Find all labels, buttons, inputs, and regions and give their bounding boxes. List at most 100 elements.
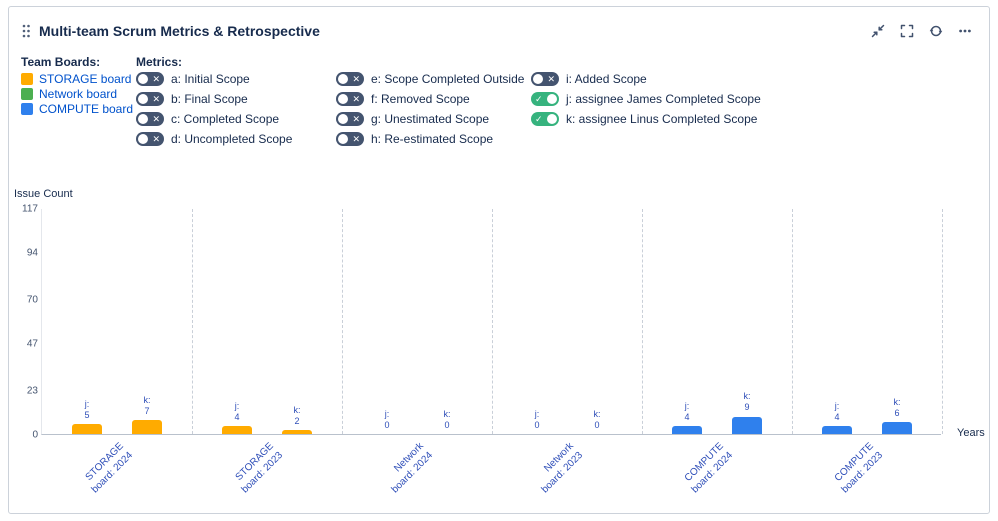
metric-toggle-d[interactable]: ✕ xyxy=(136,132,164,146)
bar-k-6[interactable] xyxy=(882,422,912,434)
header-actions xyxy=(868,21,975,41)
metric-label: h: Re-estimated Scope xyxy=(371,132,494,146)
metric-row: ✕ d: Uncompleted Scope xyxy=(136,131,292,147)
bar-value-label: k: 0 xyxy=(443,408,451,430)
x-category-label-text: COMPUTE board: 2024 xyxy=(682,440,735,496)
metric-row: ✕ c: Completed Scope xyxy=(136,111,292,127)
metric-label: i: Added Scope xyxy=(566,72,647,86)
gridline xyxy=(642,209,643,434)
drag-handle-icon[interactable] xyxy=(21,23,31,39)
metric-toggle-b[interactable]: ✕ xyxy=(136,92,164,106)
x-axis-title: Years xyxy=(957,427,985,439)
metric-label: e: Scope Completed Outside xyxy=(371,72,525,86)
bar-j-6[interactable] xyxy=(822,426,852,434)
refresh-icon[interactable] xyxy=(926,21,946,41)
gridline xyxy=(492,209,493,434)
bar-value-label: k: 7 xyxy=(143,394,151,417)
bar-value-label: k: 0 xyxy=(593,408,601,430)
team-boards-section: Team Boards: STORAGE board Network board C… xyxy=(21,55,133,116)
toggle-knob xyxy=(138,134,148,144)
toggle-knob xyxy=(338,134,348,144)
metric-label: a: Initial Scope xyxy=(171,72,250,86)
x-category-label-text: Network board: 2024 xyxy=(389,440,435,496)
metrics-label: Metrics: xyxy=(136,55,183,69)
y-tick-label: 70 xyxy=(26,294,38,306)
x-category-label-text: STORAGE board: 2024 xyxy=(83,440,135,496)
toggle-knob xyxy=(138,114,148,124)
cross-icon: ✕ xyxy=(547,74,555,84)
toggle-knob xyxy=(547,114,557,124)
y-tick-label: 117 xyxy=(22,203,38,215)
minimize-icon[interactable] xyxy=(868,21,888,41)
cross-icon: ✕ xyxy=(152,74,160,84)
bar-k-1[interactable] xyxy=(132,420,162,434)
bar-value-label: j: 5 xyxy=(84,398,90,421)
team-boards-legend: STORAGE board Network board COMPUTE board xyxy=(21,71,133,116)
metric-toggle-f[interactable]: ✕ xyxy=(336,92,364,106)
toggle-knob xyxy=(533,74,543,84)
more-options-icon[interactable] xyxy=(955,21,975,41)
gridline xyxy=(342,209,343,434)
gridline xyxy=(942,209,943,434)
fullscreen-icon[interactable] xyxy=(897,21,917,41)
metric-label: j: assignee James Completed Scope xyxy=(566,92,761,106)
metric-toggle-i[interactable]: ✕ xyxy=(531,72,559,86)
dashboard-gadget-card: Multi-team Scrum Metrics & Retrospective xyxy=(8,6,990,514)
metric-toggle-e[interactable]: ✕ xyxy=(336,72,364,86)
metric-row: ✓ k: assignee Linus Completed Scope xyxy=(531,111,761,127)
metric-toggle-k[interactable]: ✓ xyxy=(531,112,559,126)
team-boards-label: Team Boards: xyxy=(21,55,101,69)
y-tick-label: 23 xyxy=(26,385,38,397)
cross-icon: ✕ xyxy=(352,134,360,144)
metrics-section: Metrics: ✕ a: Initial Scope ✕ b: Final Scop… xyxy=(136,55,761,146)
metric-toggle-j[interactable]: ✓ xyxy=(531,92,559,106)
metric-toggle-g[interactable]: ✕ xyxy=(336,112,364,126)
metric-label: d: Uncompleted Scope xyxy=(171,132,293,146)
cross-icon: ✕ xyxy=(352,94,360,104)
y-tick-label: 94 xyxy=(26,247,38,259)
y-tick-label: 47 xyxy=(26,338,38,350)
bar-k-5[interactable] xyxy=(732,416,762,434)
cross-icon: ✕ xyxy=(152,114,160,124)
bar-value-label: k: 9 xyxy=(743,391,751,413)
metric-row: ✕ b: Final Scope xyxy=(136,91,292,107)
metrics-column: ✕ a: Initial Scope ✕ b: Final Scope ✕ c: Comp… xyxy=(136,71,292,151)
bar-j-2[interactable] xyxy=(222,426,252,434)
check-icon: ✓ xyxy=(535,114,543,124)
metric-label: b: Final Scope xyxy=(171,92,248,106)
board-color-swatch xyxy=(21,87,33,100)
bar-value-label: j: 4 xyxy=(834,400,840,423)
gadget-header: Multi-team Scrum Metrics & Retrospective xyxy=(21,20,975,42)
metric-row: ✕ a: Initial Scope xyxy=(136,71,292,87)
bar-value-label: j: 0 xyxy=(534,408,540,430)
cross-icon: ✕ xyxy=(152,94,160,104)
metrics-column: ✕ e: Scope Completed Outside ✕ f: Removed S… xyxy=(336,71,524,151)
x-category-label-text: COMPUTE board: 2023 xyxy=(832,440,885,496)
metric-label: f: Removed Scope xyxy=(371,92,470,106)
bar-chart: 0 23 47 70 94 117 j: 5 j: 4 j: 0 j: 0 j: 4 j: 4 k: 7 k: 2 k: 0 k… xyxy=(22,204,943,495)
metric-toggle-a[interactable]: ✕ xyxy=(136,72,164,86)
bar-value-label: j: 4 xyxy=(234,400,240,423)
gridline xyxy=(792,209,793,434)
team-board-item[interactable]: COMPUTE board xyxy=(21,101,133,116)
team-board-item[interactable]: Network board xyxy=(21,86,133,101)
gridline xyxy=(192,209,193,434)
cross-icon: ✕ xyxy=(352,74,360,84)
metric-toggle-c[interactable]: ✕ xyxy=(136,112,164,126)
board-name: STORAGE board xyxy=(39,71,132,86)
metric-row: ✓ j: assignee James Completed Scope xyxy=(531,91,761,107)
board-color-swatch xyxy=(21,102,33,115)
bar-j-1[interactable] xyxy=(72,424,102,434)
toggle-knob xyxy=(138,74,148,84)
metric-label: c: Completed Scope xyxy=(171,112,280,126)
y-axis-title: Issue Count xyxy=(14,188,73,200)
toggle-knob xyxy=(338,114,348,124)
metric-toggle-h[interactable]: ✕ xyxy=(336,132,364,146)
metric-row: ✕ f: Removed Scope xyxy=(336,91,524,107)
bar-j-5[interactable] xyxy=(672,426,702,434)
metric-label: g: Unestimated Scope xyxy=(371,112,490,126)
bar-k-2[interactable] xyxy=(282,430,312,434)
board-name: COMPUTE board xyxy=(39,101,134,116)
metric-row: ✕ g: Unestimated Scope xyxy=(336,111,524,127)
team-board-item[interactable]: STORAGE board xyxy=(21,71,133,86)
